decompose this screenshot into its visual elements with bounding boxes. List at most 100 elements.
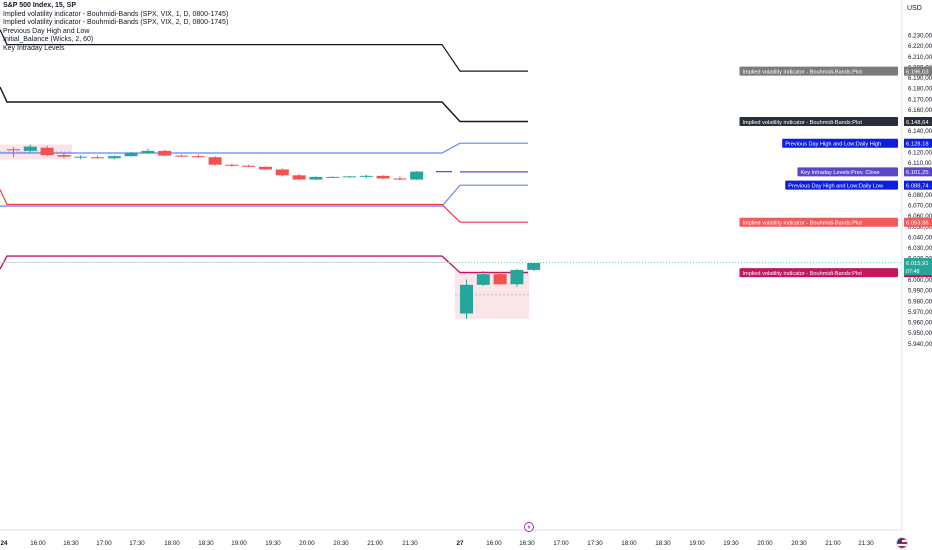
time-tick-label: 27 xyxy=(457,540,464,547)
candle-body[interactable] xyxy=(175,155,188,157)
legend-indicator-2[interactable]: Implied volatility indicator - Bouhmidi-… xyxy=(3,19,229,27)
series-name-tag[interactable] xyxy=(739,66,899,76)
candle-body[interactable] xyxy=(393,178,407,180)
candle-body[interactable] xyxy=(309,176,323,180)
series-value-tag[interactable] xyxy=(904,167,932,177)
candle-body[interactable] xyxy=(460,284,473,314)
series-value-tag[interactable] xyxy=(904,66,932,76)
time-tick-label: 16:00 xyxy=(30,540,46,547)
series-name-label: Implied volatility indicator - Bouhmidi-… xyxy=(743,271,863,277)
time-tick-label: 16:30 xyxy=(519,540,535,547)
indicator-line[interactable] xyxy=(0,184,528,207)
series-name-tag[interactable] xyxy=(739,116,899,126)
price-tick-label: 6.140,00 xyxy=(908,128,932,135)
candle-body[interactable] xyxy=(476,274,490,285)
candle-body[interactable] xyxy=(292,175,306,180)
candle-body[interactable] xyxy=(57,155,71,157)
legend-indicator-4[interactable]: Initial_Balance (Wicks, 2, 60) xyxy=(3,36,94,44)
series-name-label: Previous Day High and Low:Daily Low xyxy=(788,183,884,189)
candle-body[interactable] xyxy=(510,269,524,285)
series-value-tag[interactable] xyxy=(904,180,932,190)
price-tick-label: 5.950,00 xyxy=(908,330,932,337)
series-value-label: 6.128,18 xyxy=(906,142,929,148)
candle-body[interactable] xyxy=(275,169,289,176)
candle-body[interactable] xyxy=(23,146,37,151)
time-tick-label: 17:30 xyxy=(587,540,603,547)
time-tick-label: 18:00 xyxy=(164,540,180,547)
candle-body[interactable] xyxy=(527,263,541,270)
indicator-line[interactable] xyxy=(0,189,528,223)
time-tick-label: 20:30 xyxy=(333,540,349,547)
price-tick-label: 6.030,00 xyxy=(908,245,932,252)
time-tick-label: 18:30 xyxy=(198,540,214,547)
last-price-tag[interactable] xyxy=(904,258,932,276)
candle-body[interactable] xyxy=(326,176,340,178)
price-tick-label: 5.940,00 xyxy=(908,341,932,348)
candle-body[interactable] xyxy=(225,164,239,166)
series-name-tag[interactable] xyxy=(785,180,898,190)
candle-body[interactable] xyxy=(40,147,54,156)
us-flag-icon[interactable] xyxy=(896,537,908,549)
series-value-tag[interactable] xyxy=(904,116,932,126)
series-value-tag[interactable] xyxy=(904,138,932,148)
candle-body[interactable] xyxy=(493,274,507,285)
currency-label[interactable]: USD xyxy=(907,5,922,12)
series-value-label: 6.196,03 xyxy=(906,69,929,75)
time-tick-label: 19:00 xyxy=(689,540,705,547)
candle-body[interactable] xyxy=(208,157,222,165)
price-tick-label: 6.120,00 xyxy=(908,149,932,156)
candle-body[interactable] xyxy=(259,166,272,170)
candle-body[interactable] xyxy=(141,150,155,153)
price-tick-label: 6.080,00 xyxy=(908,192,932,199)
legend-title[interactable]: S&P 500 Index, 15, SP xyxy=(3,2,77,9)
series-name-label: Implied volatility indicator - Bouhmidi-… xyxy=(743,120,863,126)
series-name-label: Implied volatility indicator - Bouhmidi-… xyxy=(743,69,863,75)
time-tick-label: 21:30 xyxy=(402,540,418,547)
time-tick-label: 17:30 xyxy=(129,540,145,547)
price-tick-label: 6.180,00 xyxy=(908,86,932,93)
last-price-label: 6.015,91 xyxy=(906,261,929,267)
series-value-tag[interactable] xyxy=(904,217,932,227)
indicator-line[interactable] xyxy=(0,86,528,123)
series-name-tag[interactable] xyxy=(739,268,899,278)
time-tick-label: 19:30 xyxy=(265,540,281,547)
price-tick-label: 6.060,00 xyxy=(908,213,932,220)
series-name-tag[interactable] xyxy=(739,217,899,227)
legend-indicator-3[interactable]: Previous Day High and Low xyxy=(3,27,90,35)
time-tick-label: 18:30 xyxy=(655,540,671,547)
candle-body[interactable] xyxy=(158,150,172,156)
series-name-label: Previous Day High and Low:Daily High xyxy=(785,142,881,148)
candle-body[interactable] xyxy=(7,149,20,151)
time-tick-label: 20:00 xyxy=(299,540,315,547)
legend-indicator-1[interactable]: Implied volatility indicator - Bouhmidi-… xyxy=(3,10,229,18)
price-tick-label: 5.970,00 xyxy=(908,309,932,316)
candle-body[interactable] xyxy=(376,175,390,179)
price-tick-label: 6.220,00 xyxy=(908,43,932,50)
series-value-label: 6.053,86 xyxy=(906,221,929,227)
candle-body[interactable] xyxy=(74,156,88,158)
candle-body[interactable] xyxy=(191,156,205,158)
series-name-tag[interactable] xyxy=(797,167,898,177)
price-tick-label: 6.230,00 xyxy=(908,33,932,40)
candle-body[interactable] xyxy=(410,171,424,180)
price-tick-label: 6.040,00 xyxy=(908,234,932,241)
price-tick-label: 6.160,00 xyxy=(908,107,932,114)
candle-body[interactable] xyxy=(343,176,356,178)
time-tick-label: 20:30 xyxy=(791,540,807,547)
series-value-label: 6.148,64 xyxy=(906,120,929,126)
candle-body[interactable] xyxy=(124,152,138,157)
indicator-line[interactable] xyxy=(0,142,528,154)
candle-body[interactable] xyxy=(91,157,104,159)
series-name-tag[interactable] xyxy=(782,138,898,148)
candle-body[interactable] xyxy=(242,165,256,167)
indicator-line[interactable] xyxy=(0,29,528,72)
candle-body[interactable] xyxy=(359,175,373,177)
time-tick-label: 19:00 xyxy=(231,540,247,547)
indicator-line[interactable] xyxy=(0,255,528,274)
candle-body[interactable] xyxy=(107,156,121,159)
legend-indicator-5[interactable]: Key Intraday Levels xyxy=(3,44,65,52)
time-tick-label: 20:00 xyxy=(757,540,773,547)
time-tick-label: 21:30 xyxy=(858,540,874,547)
lightning-glyph xyxy=(527,524,531,530)
